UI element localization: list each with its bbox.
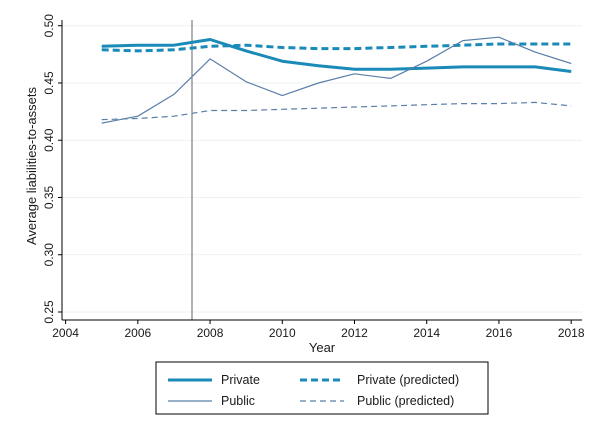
x-tick-label: 2018 (558, 326, 585, 340)
legend-label: Public (predicted) (357, 394, 454, 408)
y-axis-title: Average liabilities-to-assets (24, 87, 39, 245)
x-tick-label: 2004 (52, 326, 79, 340)
grid-lines (62, 25, 582, 313)
series-line-public-predicted (101, 101, 572, 121)
legend: Private Private (predicted) Public Public (… (155, 361, 489, 415)
series-line-private (101, 38, 572, 73)
x-tick-label: 2006 (124, 326, 151, 340)
legend-label: Private (predicted) (357, 373, 459, 387)
legend-box (155, 361, 489, 415)
y-tick-label: 0.50 (42, 14, 56, 38)
x-axis-title: Year (309, 340, 336, 355)
legend-label: Private (221, 373, 260, 387)
x-tick-label: 2010 (269, 326, 296, 340)
y-tick-label: 0.30 (42, 243, 56, 267)
y-tick-label: 0.45 (42, 71, 56, 95)
series-line-public (101, 36, 572, 124)
x-tick-label: 2014 (413, 326, 440, 340)
legend-label: Public (221, 394, 255, 408)
x-tick-label: 2008 (197, 326, 224, 340)
y-tick-label: 0.35 (42, 185, 56, 209)
x-tick-label: 2016 (486, 326, 513, 340)
series-layer (101, 36, 572, 124)
y-tick-label: 0.40 (42, 128, 56, 152)
axes (61, 20, 582, 321)
series-line-private-predicted (101, 42, 572, 53)
y-tick-label: 0.25 (42, 300, 56, 324)
plot-area (62, 20, 582, 320)
x-tick-label: 2012 (341, 326, 368, 340)
tick-labels: 0.25 0.30 0.35 0.40 0.45 0.50 2004 2006 2008 2010… (42, 14, 585, 340)
